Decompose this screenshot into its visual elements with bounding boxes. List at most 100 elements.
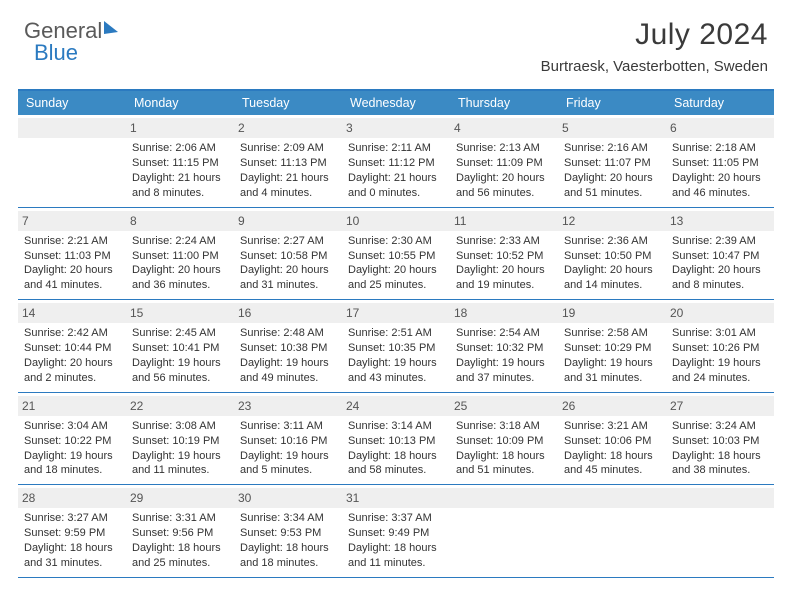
cell-line: Sunset: 9:56 PM	[132, 526, 228, 541]
cell-line: Daylight: 20 hours	[564, 263, 660, 278]
calendar-cell: 20Sunrise: 3:01 AMSunset: 10:26 PMDaylig…	[666, 300, 774, 392]
cell-line: and 11 minutes.	[132, 463, 228, 478]
calendar-cell: 6Sunrise: 2:18 AMSunset: 11:05 PMDayligh…	[666, 115, 774, 207]
cell-line: and 43 minutes.	[348, 371, 444, 386]
cell-line: Sunrise: 2:33 AM	[456, 234, 552, 249]
cell-line: Sunrise: 2:51 AM	[348, 326, 444, 341]
cell-line: Daylight: 20 hours	[456, 263, 552, 278]
cell-line: Daylight: 18 hours	[240, 541, 336, 556]
day-number: 29	[126, 488, 234, 508]
day-number: 22	[126, 396, 234, 416]
cell-line: Daylight: 18 hours	[456, 449, 552, 464]
day-number: 19	[558, 303, 666, 323]
cell-line: Sunset: 10:44 PM	[24, 341, 120, 356]
cell-line: Sunrise: 2:58 AM	[564, 326, 660, 341]
calendar-cell: 14Sunrise: 2:42 AMSunset: 10:44 PMDaylig…	[18, 300, 126, 392]
day-number: 11	[450, 211, 558, 231]
cell-line: and 2 minutes.	[24, 371, 120, 386]
cell-line: Daylight: 20 hours	[672, 171, 768, 186]
day-number: 30	[234, 488, 342, 508]
cell-line: Sunrise: 2:16 AM	[564, 141, 660, 156]
day-number: 5	[558, 118, 666, 138]
cell-line: Daylight: 19 hours	[132, 449, 228, 464]
calendar-cell: 7Sunrise: 2:21 AMSunset: 11:03 PMDayligh…	[18, 208, 126, 300]
week-row: 21Sunrise: 3:04 AMSunset: 10:22 PMDaylig…	[18, 393, 774, 486]
cell-line: Sunset: 11:00 PM	[132, 249, 228, 264]
cell-line: Sunrise: 2:24 AM	[132, 234, 228, 249]
day-number: 18	[450, 303, 558, 323]
cell-line: Sunset: 10:41 PM	[132, 341, 228, 356]
cell-line: Daylight: 18 hours	[348, 449, 444, 464]
calendar-cell: 13Sunrise: 2:39 AMSunset: 10:47 PMDaylig…	[666, 208, 774, 300]
cell-line: and 41 minutes.	[24, 278, 120, 293]
cell-line: Daylight: 18 hours	[348, 541, 444, 556]
cell-line: and 46 minutes.	[672, 186, 768, 201]
cell-line: Sunset: 9:53 PM	[240, 526, 336, 541]
day-number: 13	[666, 211, 774, 231]
day-number: 2	[234, 118, 342, 138]
cell-line: Sunset: 9:59 PM	[24, 526, 120, 541]
cell-line: Sunrise: 2:27 AM	[240, 234, 336, 249]
day-number: 14	[18, 303, 126, 323]
week-row: 7Sunrise: 2:21 AMSunset: 11:03 PMDayligh…	[18, 208, 774, 301]
page-subtitle: Burtraesk, Vaesterbotten, Sweden	[541, 58, 768, 75]
day-number-empty	[18, 118, 126, 138]
cell-line: Sunset: 10:03 PM	[672, 434, 768, 449]
calendar-cell: 5Sunrise: 2:16 AMSunset: 11:07 PMDayligh…	[558, 115, 666, 207]
cell-line: and 8 minutes.	[672, 278, 768, 293]
cell-line: Sunrise: 3:08 AM	[132, 419, 228, 434]
cell-line: and 0 minutes.	[348, 186, 444, 201]
cell-line: and 4 minutes.	[240, 186, 336, 201]
calendar-cell: 31Sunrise: 3:37 AMSunset: 9:49 PMDayligh…	[342, 485, 450, 577]
cell-line: Sunset: 10:35 PM	[348, 341, 444, 356]
cell-line: Sunrise: 2:36 AM	[564, 234, 660, 249]
cell-line: Sunrise: 2:18 AM	[672, 141, 768, 156]
cell-line: Sunset: 10:55 PM	[348, 249, 444, 264]
cell-line: Sunset: 10:13 PM	[348, 434, 444, 449]
cell-line: Sunset: 10:50 PM	[564, 249, 660, 264]
day-header: Thursday	[450, 91, 558, 115]
cell-line: Sunrise: 3:31 AM	[132, 511, 228, 526]
calendar-cell: 30Sunrise: 3:34 AMSunset: 9:53 PMDayligh…	[234, 485, 342, 577]
cell-line: Daylight: 20 hours	[132, 263, 228, 278]
day-header: Monday	[126, 91, 234, 115]
cell-line: and 31 minutes.	[24, 556, 120, 571]
day-header: Saturday	[666, 91, 774, 115]
week-row: 28Sunrise: 3:27 AMSunset: 9:59 PMDayligh…	[18, 485, 774, 578]
cell-line: Daylight: 20 hours	[348, 263, 444, 278]
cell-line: Sunset: 10:09 PM	[456, 434, 552, 449]
cell-line: Sunrise: 3:24 AM	[672, 419, 768, 434]
cell-line: Daylight: 19 hours	[456, 356, 552, 371]
day-number: 15	[126, 303, 234, 323]
cell-line: and 37 minutes.	[456, 371, 552, 386]
calendar-cell: 2Sunrise: 2:09 AMSunset: 11:13 PMDayligh…	[234, 115, 342, 207]
day-number: 28	[18, 488, 126, 508]
cell-line: and 25 minutes.	[132, 556, 228, 571]
week-row: 1Sunrise: 2:06 AMSunset: 11:15 PMDayligh…	[18, 115, 774, 208]
calendar-cell	[558, 485, 666, 577]
cell-line: Daylight: 21 hours	[348, 171, 444, 186]
calendar-cell: 9Sunrise: 2:27 AMSunset: 10:58 PMDayligh…	[234, 208, 342, 300]
cell-line: and 49 minutes.	[240, 371, 336, 386]
calendar-cell: 11Sunrise: 2:33 AMSunset: 10:52 PMDaylig…	[450, 208, 558, 300]
calendar-cell	[666, 485, 774, 577]
day-number: 1	[126, 118, 234, 138]
cell-line: Daylight: 18 hours	[564, 449, 660, 464]
cell-line: Sunset: 11:09 PM	[456, 156, 552, 171]
cell-line: Sunset: 10:38 PM	[240, 341, 336, 356]
cell-line: Sunrise: 3:18 AM	[456, 419, 552, 434]
cell-line: Sunrise: 2:45 AM	[132, 326, 228, 341]
cell-line: Sunrise: 2:21 AM	[24, 234, 120, 249]
day-number: 26	[558, 396, 666, 416]
day-number: 3	[342, 118, 450, 138]
day-number: 12	[558, 211, 666, 231]
day-number: 17	[342, 303, 450, 323]
day-number: 27	[666, 396, 774, 416]
cell-line: Daylight: 20 hours	[24, 356, 120, 371]
calendar-cell: 10Sunrise: 2:30 AMSunset: 10:55 PMDaylig…	[342, 208, 450, 300]
cell-line: Daylight: 18 hours	[672, 449, 768, 464]
day-number: 20	[666, 303, 774, 323]
cell-line: Daylight: 19 hours	[672, 356, 768, 371]
cell-line: Daylight: 20 hours	[24, 263, 120, 278]
day-number: 9	[234, 211, 342, 231]
